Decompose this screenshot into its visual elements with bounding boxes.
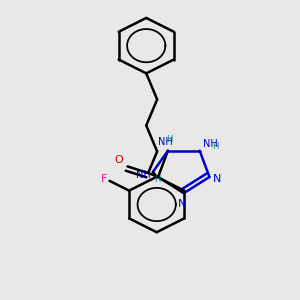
Text: N: N	[178, 199, 186, 209]
Text: H: H	[167, 135, 173, 144]
Text: NH: NH	[203, 139, 218, 149]
Text: O: O	[114, 155, 123, 165]
Text: F: F	[101, 174, 108, 184]
Text: H: H	[212, 142, 218, 151]
Text: NH: NH	[136, 170, 151, 180]
Text: N: N	[212, 174, 221, 184]
Text: H: H	[154, 175, 160, 184]
Text: NH: NH	[158, 136, 173, 147]
